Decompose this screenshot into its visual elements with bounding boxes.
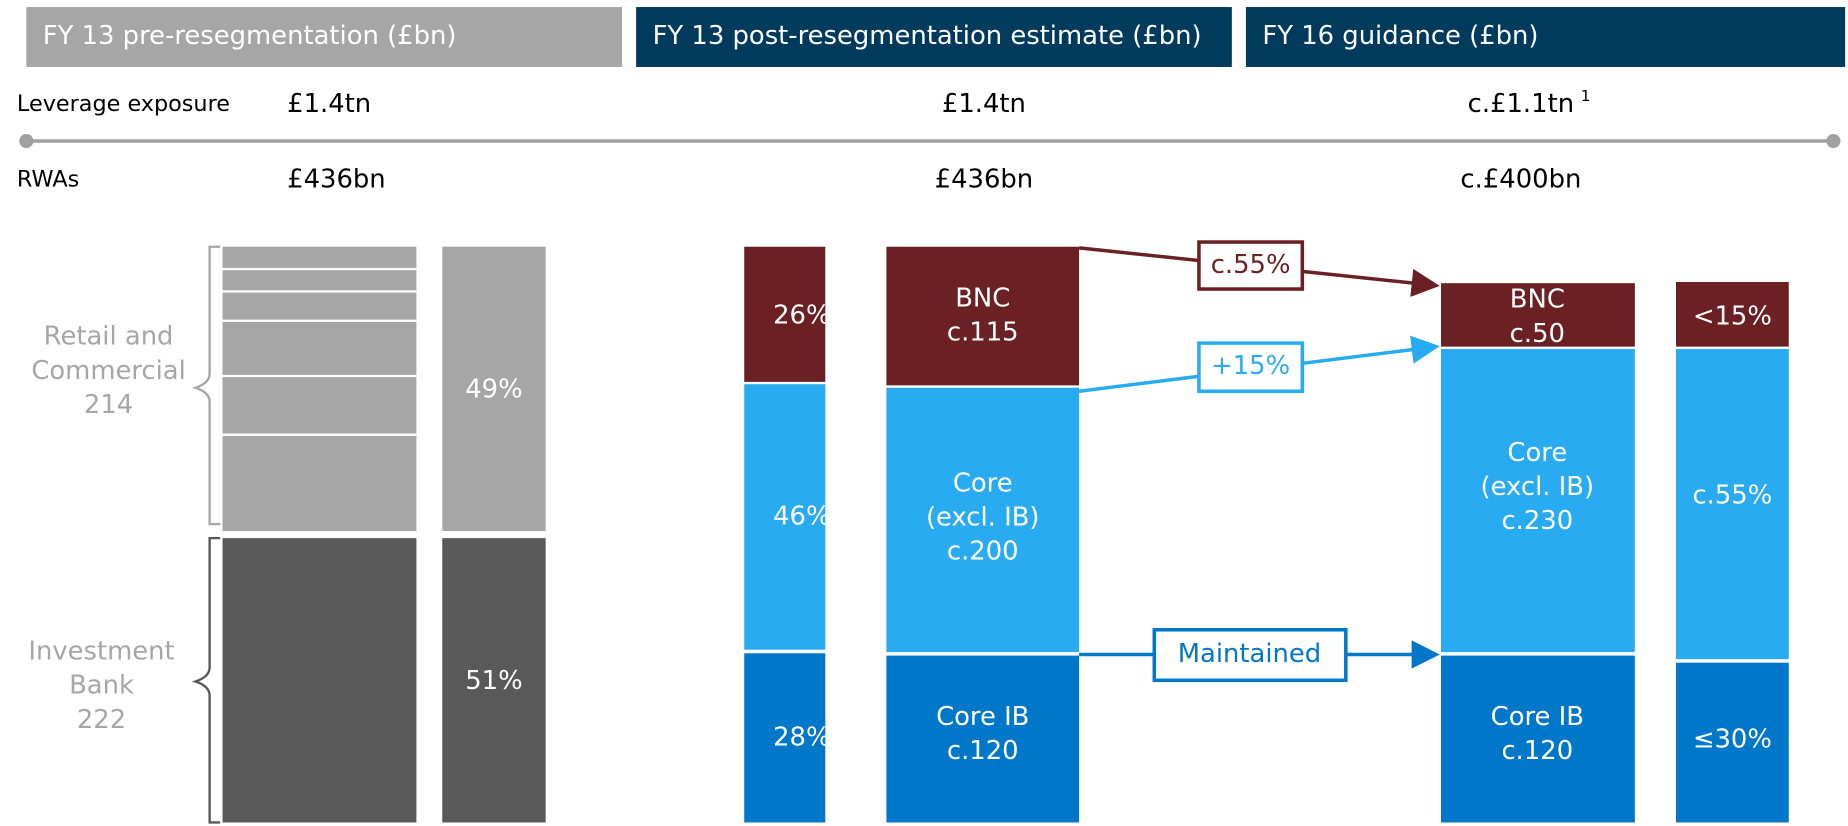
header-box — [1245, 7, 1846, 67]
header-box — [26, 7, 623, 67]
segment-label: Core IB — [936, 702, 1029, 732]
segment — [744, 246, 826, 382]
segment — [1675, 281, 1789, 347]
timeline-dot — [19, 133, 34, 149]
arrow-label: Maintained — [1178, 639, 1321, 669]
segment-label: BNC — [1510, 285, 1565, 315]
metric: £1.4tn — [287, 89, 371, 119]
header: FY 13 pre-resegmentation (£bn) — [43, 21, 457, 51]
segment — [886, 655, 1080, 823]
segment-label: c.120 — [947, 736, 1019, 766]
segment-label: BNC — [955, 284, 1010, 314]
segment-label: c.200 — [947, 537, 1019, 567]
arrow-box — [1197, 240, 1305, 291]
segment — [222, 246, 417, 532]
segment — [442, 246, 546, 532]
segment-label: Core — [1507, 438, 1567, 468]
share: 26% — [773, 301, 830, 331]
timeline-dot — [1826, 133, 1841, 149]
segment-label: Core IB — [1491, 702, 1584, 732]
segment-label: (excl. IB) — [1481, 472, 1595, 502]
segment — [1440, 348, 1635, 653]
share: 51% — [465, 666, 522, 696]
brace-label: Commercial — [31, 356, 185, 386]
header-box — [636, 7, 1232, 67]
sub-dividers — [222, 267, 417, 436]
brace-label: 222 — [77, 705, 126, 735]
header: FY 16 guidance (£bn) — [1262, 21, 1538, 51]
brace — [191, 536, 221, 824]
segment-label: c.115 — [947, 318, 1019, 348]
segment-label: c.120 — [1501, 736, 1573, 766]
share: <15% — [1693, 302, 1772, 332]
segment — [744, 653, 826, 823]
segment — [1440, 283, 1635, 347]
arrow-label: +15% — [1211, 351, 1290, 381]
footnote: 1 — [1581, 87, 1591, 105]
segment-label: (excl. IB) — [926, 503, 1040, 533]
segment — [886, 387, 1080, 653]
segment-label: Core — [953, 469, 1013, 499]
arrow-box — [1152, 628, 1348, 683]
arrow-box — [1197, 341, 1305, 394]
segment — [744, 384, 826, 650]
segment — [886, 246, 1080, 386]
brace-label: 214 — [84, 390, 133, 420]
metric: £1.4tn — [942, 89, 1026, 119]
segment-label: c.230 — [1501, 506, 1573, 536]
segment — [442, 538, 546, 823]
metric: c.£1.1tn — [1468, 89, 1574, 119]
share: 49% — [465, 375, 522, 405]
metric: £436bn — [935, 164, 1034, 194]
brace-label: Investment — [28, 637, 174, 667]
row-label: Leverage exposure — [17, 91, 230, 117]
brace-label: Bank — [69, 671, 134, 701]
arrow-label: c.55% — [1211, 250, 1291, 280]
segment — [222, 538, 417, 823]
segment — [1675, 662, 1789, 823]
share: c.55% — [1692, 480, 1772, 510]
segment-label: c.50 — [1510, 319, 1565, 349]
share: 46% — [773, 501, 830, 531]
share: 28% — [773, 722, 830, 752]
brace — [191, 245, 221, 526]
metric: £436bn — [287, 164, 386, 194]
header: FY 13 post-resegmentation estimate (£bn) — [653, 21, 1202, 51]
metric: c.£400bn — [1460, 164, 1581, 194]
segment — [1675, 348, 1789, 660]
brace-label: Retail and — [44, 322, 174, 352]
share: ≤30% — [1693, 725, 1772, 755]
row-label: RWAs — [17, 166, 79, 192]
segment — [1440, 655, 1635, 823]
